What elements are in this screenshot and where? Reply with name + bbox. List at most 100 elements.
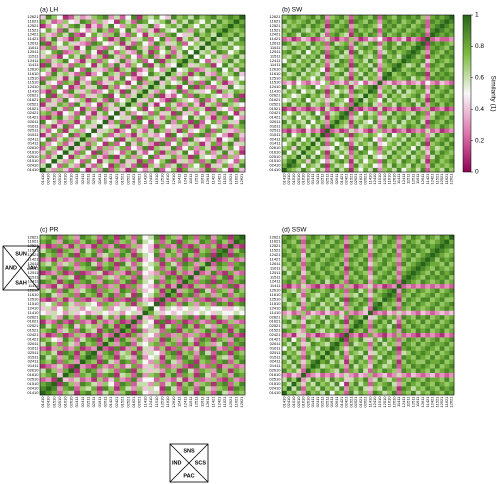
cell xyxy=(382,167,388,173)
cell xyxy=(114,128,120,133)
cell xyxy=(301,359,307,365)
cell xyxy=(368,283,373,289)
cell xyxy=(334,145,340,151)
cell xyxy=(85,346,92,351)
cell xyxy=(57,235,63,240)
cell xyxy=(449,23,455,29)
cell xyxy=(320,390,326,396)
cell xyxy=(176,102,183,107)
cell xyxy=(348,80,354,85)
cell xyxy=(62,128,69,133)
cell xyxy=(358,93,364,99)
cell xyxy=(396,119,402,125)
cell xyxy=(449,97,455,103)
cell xyxy=(205,128,212,133)
cell xyxy=(282,141,287,147)
cell xyxy=(170,71,177,77)
cell xyxy=(301,368,307,373)
cell xyxy=(401,306,407,311)
cell xyxy=(131,319,138,325)
cell xyxy=(40,248,46,253)
x-tick-label: 02411 xyxy=(80,396,85,408)
cell xyxy=(296,119,302,125)
cell xyxy=(85,110,92,116)
cell xyxy=(148,372,155,378)
cell xyxy=(377,145,383,151)
cell xyxy=(148,102,155,107)
cell xyxy=(159,386,166,391)
cell xyxy=(148,167,155,173)
cell xyxy=(45,158,52,164)
cell xyxy=(170,377,177,382)
cell xyxy=(165,124,172,129)
cell xyxy=(387,158,393,164)
cell xyxy=(119,270,126,276)
cell xyxy=(188,124,194,129)
cell xyxy=(57,89,63,94)
cell xyxy=(40,377,46,382)
cell xyxy=(205,124,212,129)
cell xyxy=(305,84,311,90)
cell xyxy=(239,102,246,107)
cell xyxy=(68,332,75,338)
cell xyxy=(325,350,330,356)
cell xyxy=(205,252,212,258)
cell xyxy=(291,372,297,378)
cell xyxy=(176,97,183,103)
cell xyxy=(79,359,86,365)
cell xyxy=(415,110,421,116)
cell xyxy=(372,390,378,396)
cell xyxy=(188,15,194,20)
cell xyxy=(119,368,126,373)
cell xyxy=(430,54,436,59)
cell xyxy=(305,359,311,365)
cell xyxy=(282,346,287,351)
cell xyxy=(96,257,103,262)
cell xyxy=(387,363,393,369)
cell xyxy=(40,372,46,378)
x-tick-label: 12621 xyxy=(239,173,244,185)
cell xyxy=(329,328,335,333)
cell xyxy=(391,150,397,155)
cell xyxy=(334,32,340,38)
cell xyxy=(310,266,316,271)
cell xyxy=(68,154,75,160)
cell xyxy=(444,80,450,85)
cell xyxy=(193,257,200,262)
cell xyxy=(85,167,92,173)
cell xyxy=(382,381,388,387)
cell xyxy=(368,28,373,33)
cell xyxy=(91,381,98,387)
cell xyxy=(148,115,155,120)
cell xyxy=(114,124,120,129)
cell xyxy=(339,341,345,347)
cell xyxy=(401,97,407,103)
y-tick-label: 01410 xyxy=(27,390,39,395)
cell xyxy=(444,93,450,99)
cell xyxy=(176,49,183,55)
cell xyxy=(344,297,350,302)
cell xyxy=(233,132,240,138)
cell xyxy=(153,97,160,103)
cell xyxy=(239,76,246,81)
cell xyxy=(114,319,120,325)
cell xyxy=(301,54,307,59)
cell xyxy=(363,363,369,369)
cell xyxy=(205,328,212,333)
cell xyxy=(85,23,92,29)
cell xyxy=(372,132,378,138)
cell xyxy=(305,328,311,333)
cell xyxy=(434,23,440,29)
cell xyxy=(291,110,297,116)
cell xyxy=(96,62,103,68)
cell xyxy=(377,49,383,55)
cell xyxy=(119,319,126,325)
cell xyxy=(391,328,397,333)
cell xyxy=(377,45,383,51)
cell xyxy=(102,119,109,125)
cell xyxy=(227,119,234,125)
cell xyxy=(391,270,397,276)
cell xyxy=(131,235,138,240)
cell xyxy=(79,49,86,55)
cell xyxy=(363,93,369,99)
